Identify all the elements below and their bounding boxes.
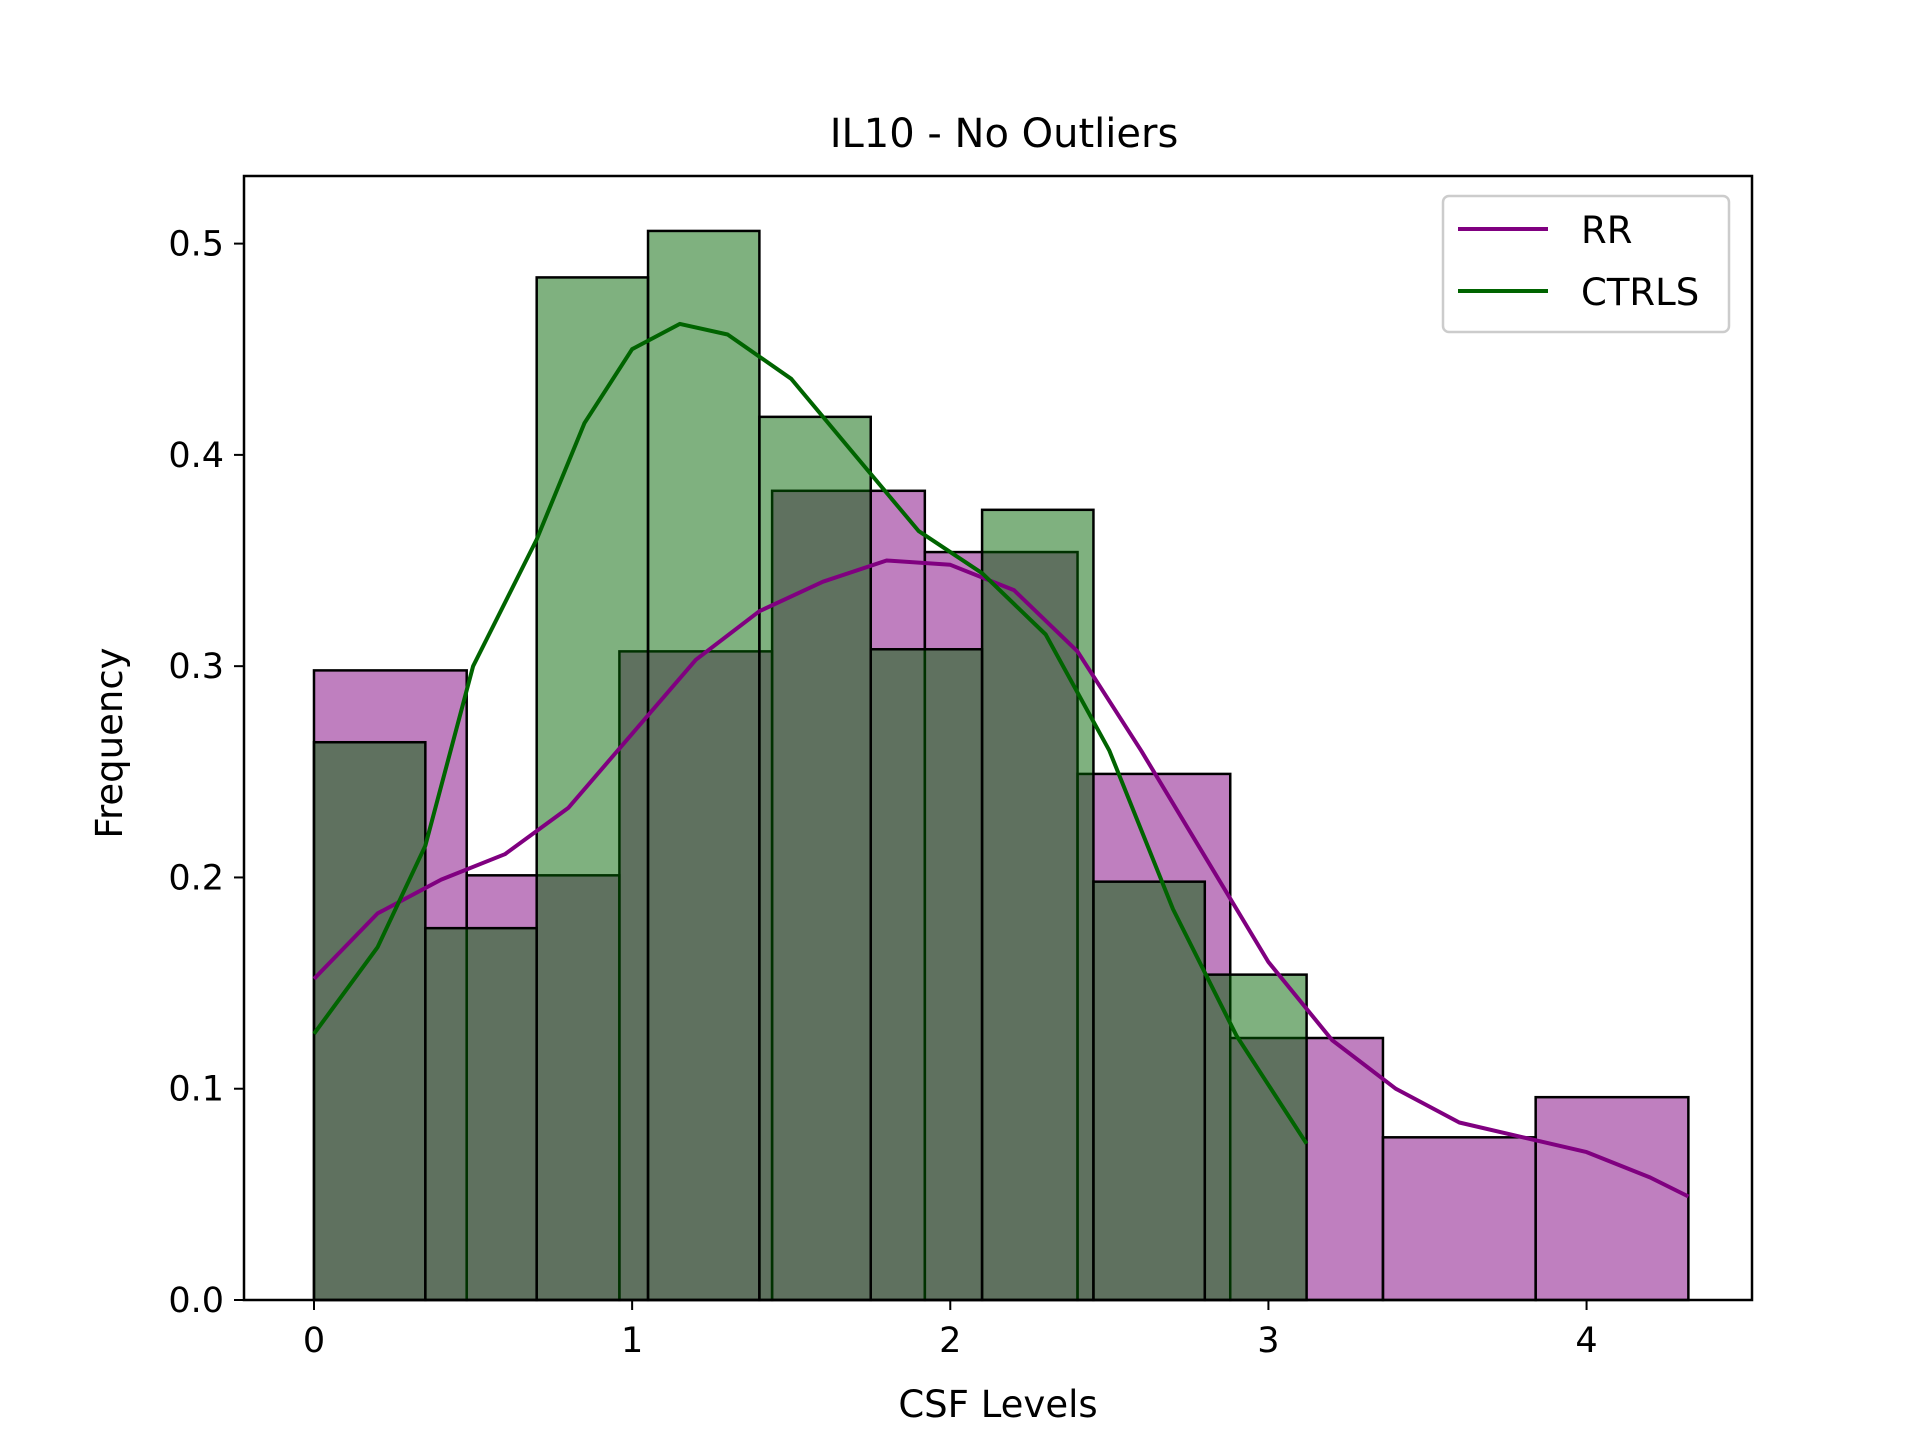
x-tick-label-1: 1 bbox=[621, 1321, 643, 1361]
y-axis-label: Frequency bbox=[88, 647, 131, 838]
bar-ctrls-0 bbox=[312, 740, 427, 1302]
bar-rr-7 bbox=[1381, 1136, 1537, 1302]
y-tick-label-4: 0.4 bbox=[168, 436, 224, 476]
bar-ctrls-2 bbox=[535, 276, 650, 1302]
bar-ctrls-6 bbox=[980, 508, 1095, 1302]
x-tick-label-3: 3 bbox=[1257, 1321, 1279, 1361]
bar-rr-8 bbox=[1534, 1095, 1690, 1302]
y-tick-label-2: 0.2 bbox=[168, 858, 224, 898]
bar-ctrls-1 bbox=[424, 926, 538, 1302]
kde-line-ctrls bbox=[312, 321, 1309, 1145]
x-axis-ticks: 0 1 2 3 4 bbox=[303, 1300, 1598, 1361]
plot-frame bbox=[242, 174, 1754, 1302]
y-axis-ticks: 0.0 0.1 0.2 0.3 0.4 0.5 bbox=[168, 225, 244, 1321]
y-tick-label-0: 0.0 bbox=[168, 1281, 224, 1321]
legend-label-rr: RR bbox=[1581, 209, 1632, 252]
y-tick-label-5: 0.5 bbox=[168, 225, 224, 265]
legend-label-ctrls: CTRLS bbox=[1581, 271, 1699, 314]
chart-title: IL10 - No Outliers bbox=[830, 111, 1179, 157]
y-tick-label-3: 0.3 bbox=[168, 647, 224, 687]
bars-ctrls bbox=[312, 229, 1308, 1302]
bar-ctrls-7 bbox=[1092, 880, 1207, 1302]
y-tick-label-1: 0.1 bbox=[168, 1070, 224, 1110]
chart-legend: RR CTRLS bbox=[1441, 194, 1731, 334]
x-tick-label-2: 2 bbox=[939, 1321, 961, 1361]
x-axis-label: CSF Levels bbox=[898, 1383, 1097, 1426]
kde-line-rr bbox=[312, 558, 1690, 1199]
bar-ctrls-4 bbox=[758, 415, 872, 1302]
kde-curves bbox=[312, 321, 1690, 1199]
histogram-bars bbox=[312, 229, 1690, 1302]
bar-ctrls-3 bbox=[646, 229, 761, 1302]
bar-ctrls-8 bbox=[1203, 973, 1308, 1302]
bar-ctrls-5 bbox=[869, 648, 984, 1302]
x-tick-label-0: 0 bbox=[303, 1321, 325, 1361]
x-tick-label-4: 4 bbox=[1575, 1321, 1597, 1361]
